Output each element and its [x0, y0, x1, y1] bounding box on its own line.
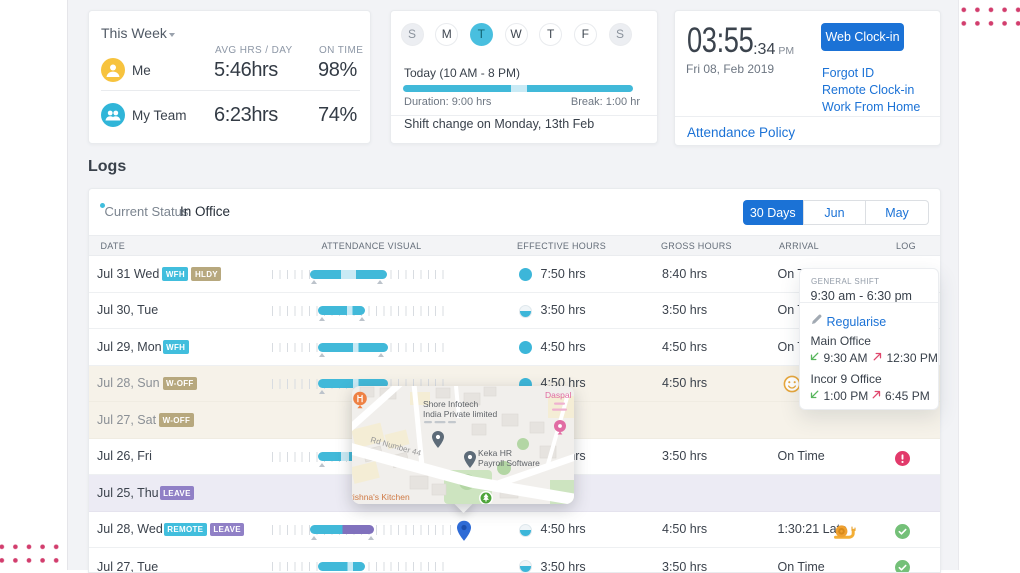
svg-text:Keka HR: Keka HR: [478, 448, 512, 458]
svg-text:Daspal: Daspal: [545, 390, 572, 400]
svg-text:India Private limited: India Private limited: [423, 409, 497, 419]
svg-text:Shore Infotech: Shore Infotech: [423, 399, 479, 409]
svg-text:Payroll Software: Payroll Software: [478, 458, 540, 468]
svg-text:rishna's Kitchen: rishna's Kitchen: [352, 492, 410, 502]
